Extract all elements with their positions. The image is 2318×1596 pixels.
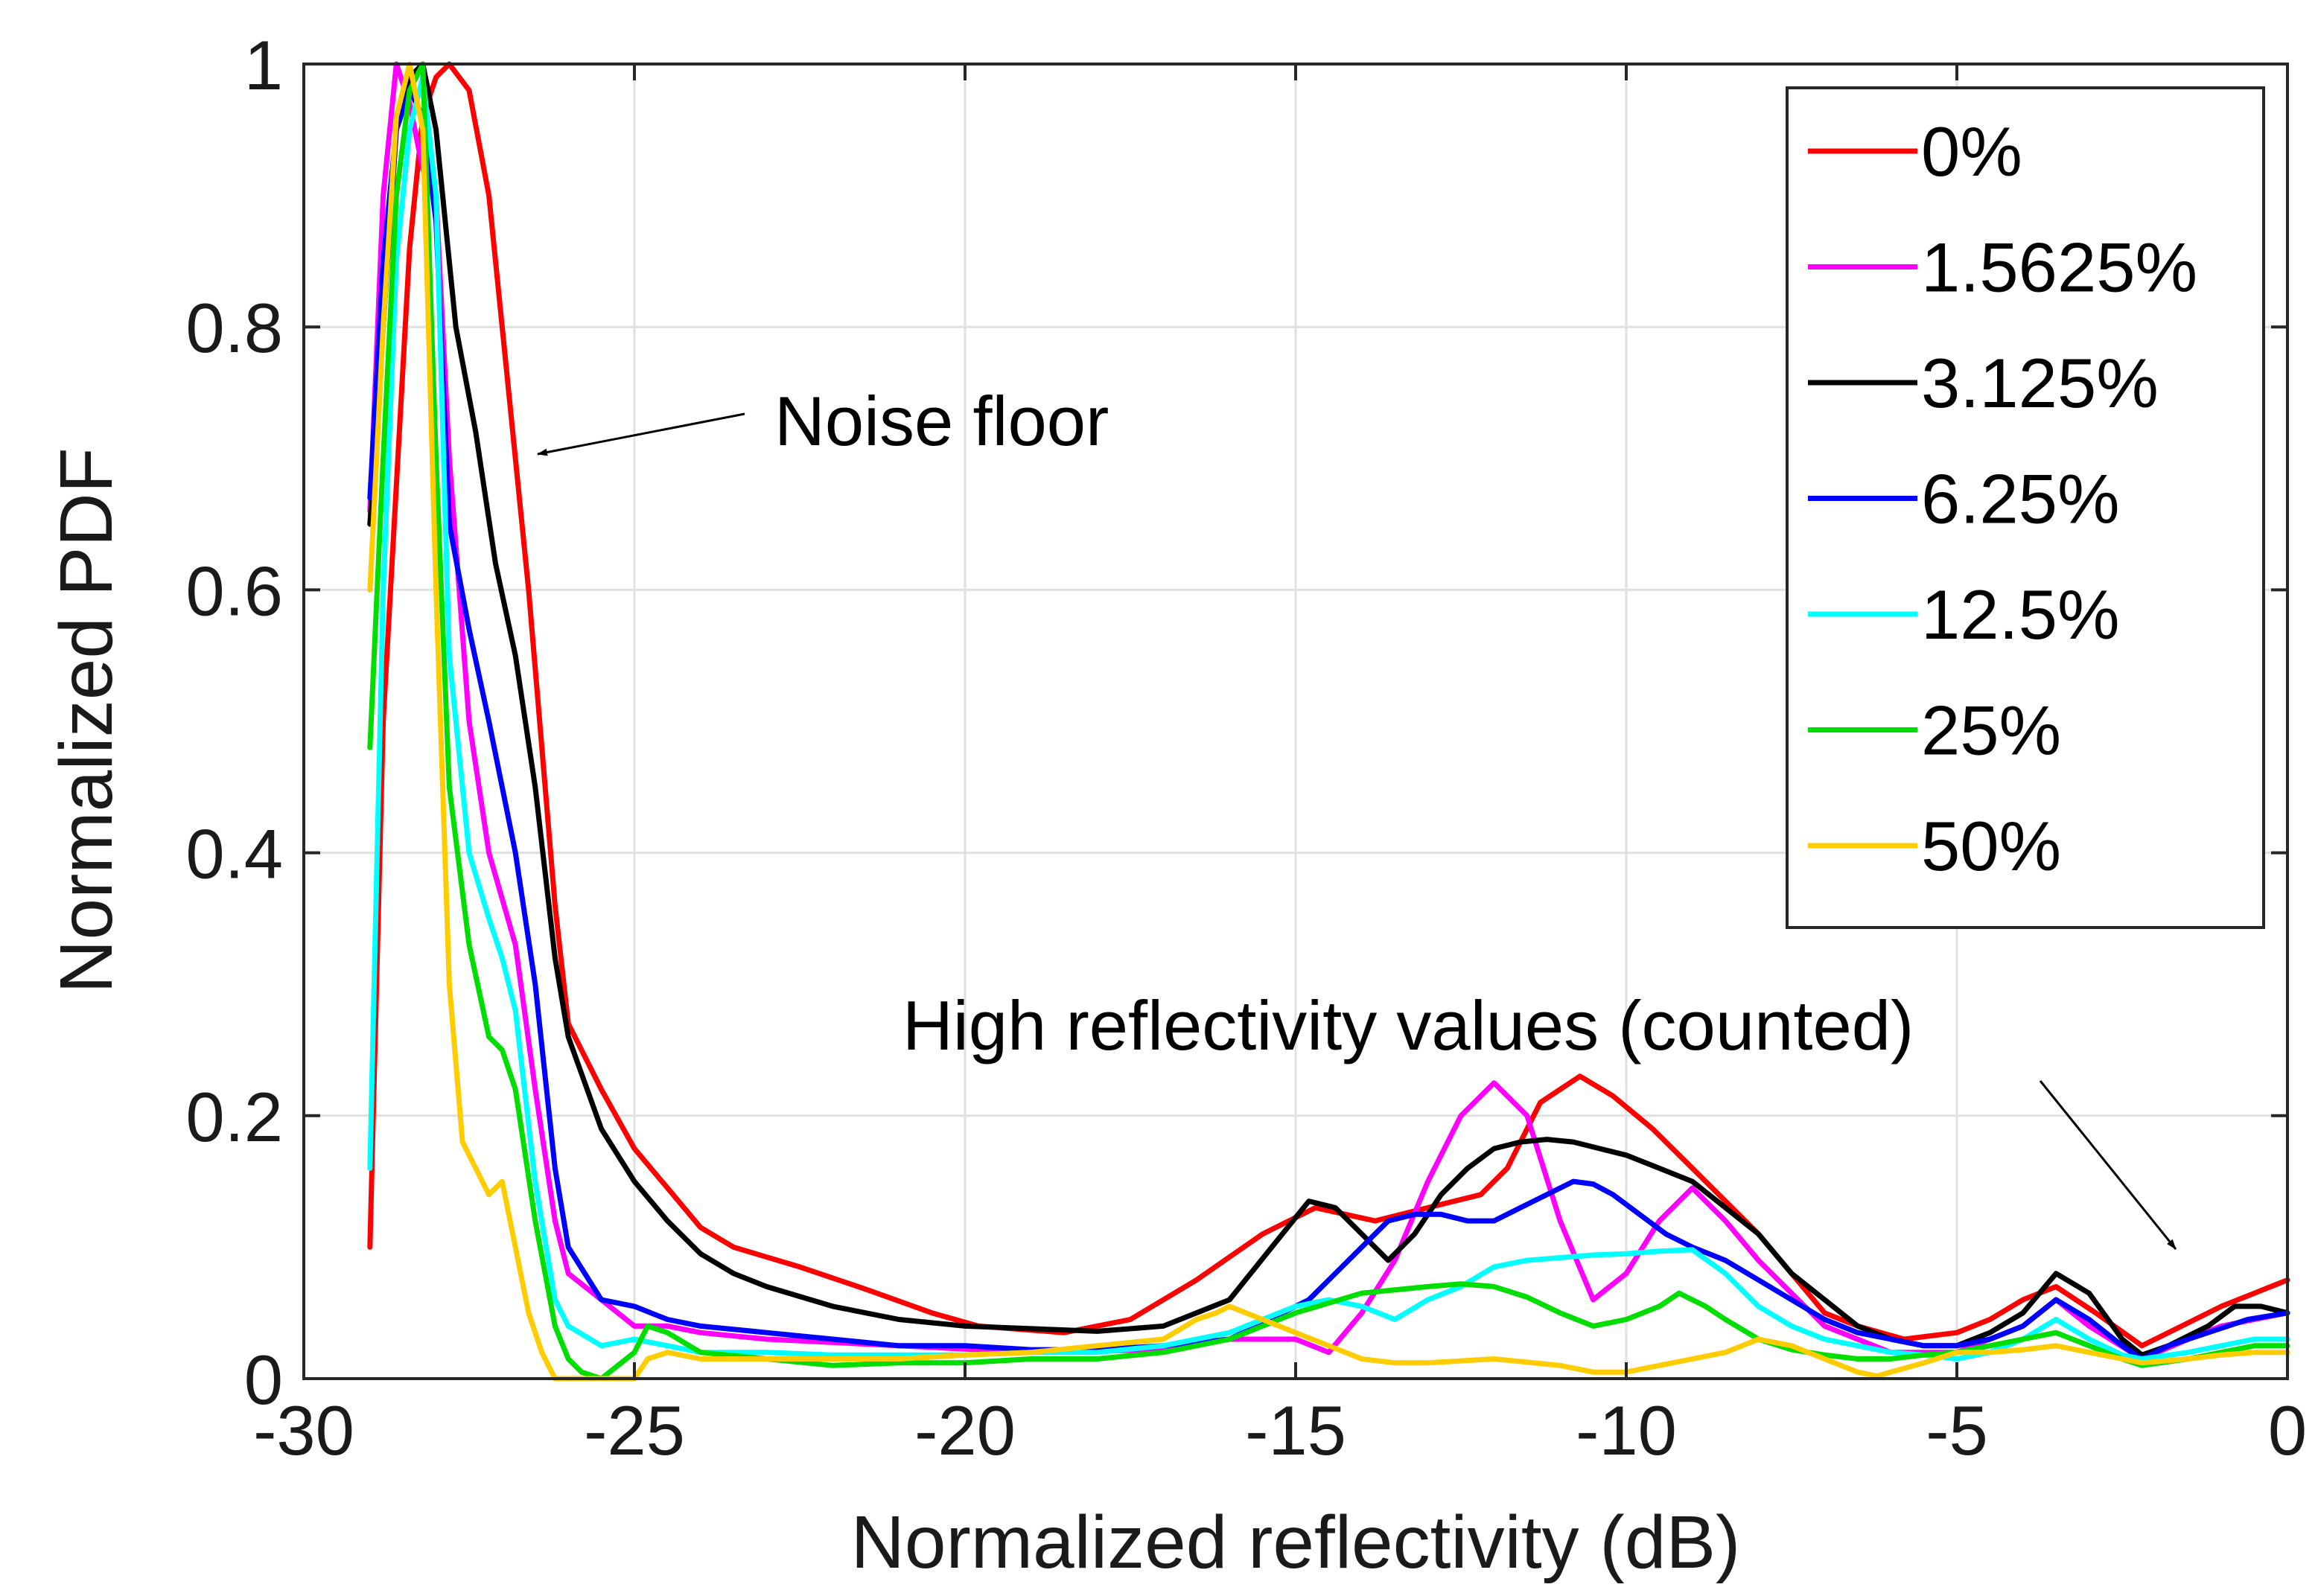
y-tick-label: 0.2: [185, 1078, 283, 1156]
x-tick-label: -25: [584, 1391, 685, 1469]
x-tick-label: 0: [2268, 1391, 2307, 1469]
y-tick-label: 0.4: [185, 815, 283, 893]
legend-label-5: 12.5%: [1921, 575, 2120, 654]
series-line-5: [367, 74, 2290, 1362]
y-tick-label: 0.8: [185, 289, 283, 367]
x-axis-label: Normalized reflectivity (dB): [851, 1501, 1741, 1584]
legend: 0% 1.5625% 3.125% 6.25% 12.5% 25% 50%: [1786, 86, 2265, 929]
x-tick-label: -5: [1926, 1391, 1988, 1469]
legend-label-4: 6.25%: [1921, 460, 2120, 538]
high-reflectivity-annotation: High reflectivity values (counted): [902, 986, 1914, 1064]
x-tick-label: -10: [1576, 1391, 1677, 1469]
x-tick-label: -30: [253, 1391, 354, 1469]
high-reflectivity-arrow: [2039, 1080, 2177, 1250]
series-line-4: [367, 87, 2290, 1362]
legend-box: [1786, 86, 2265, 929]
noise-floor-arrow: [537, 412, 745, 456]
x-tick-label: -15: [1245, 1391, 1346, 1469]
legend-label-7: 50%: [1921, 807, 2061, 885]
x-tick-label: -20: [914, 1391, 1016, 1469]
legend-label-2: 1.5625%: [1921, 229, 2197, 307]
legend-label-3: 3.125%: [1921, 344, 2159, 422]
noise-floor-annotation: Noise floor: [774, 382, 1109, 460]
y-tick-label: 1: [244, 26, 283, 104]
y-tick-label: 0.6: [185, 552, 283, 630]
series-line-1: [367, 61, 2290, 1349]
series-line-7: [367, 61, 2290, 1382]
y-axis-label: Normalized PDF: [45, 447, 128, 994]
legend-label-6: 25%: [1921, 692, 2061, 770]
y-tick-label: 0: [244, 1341, 283, 1419]
series-line-3: [367, 61, 2290, 1358]
legend-label-1: 0%: [1921, 112, 2022, 191]
